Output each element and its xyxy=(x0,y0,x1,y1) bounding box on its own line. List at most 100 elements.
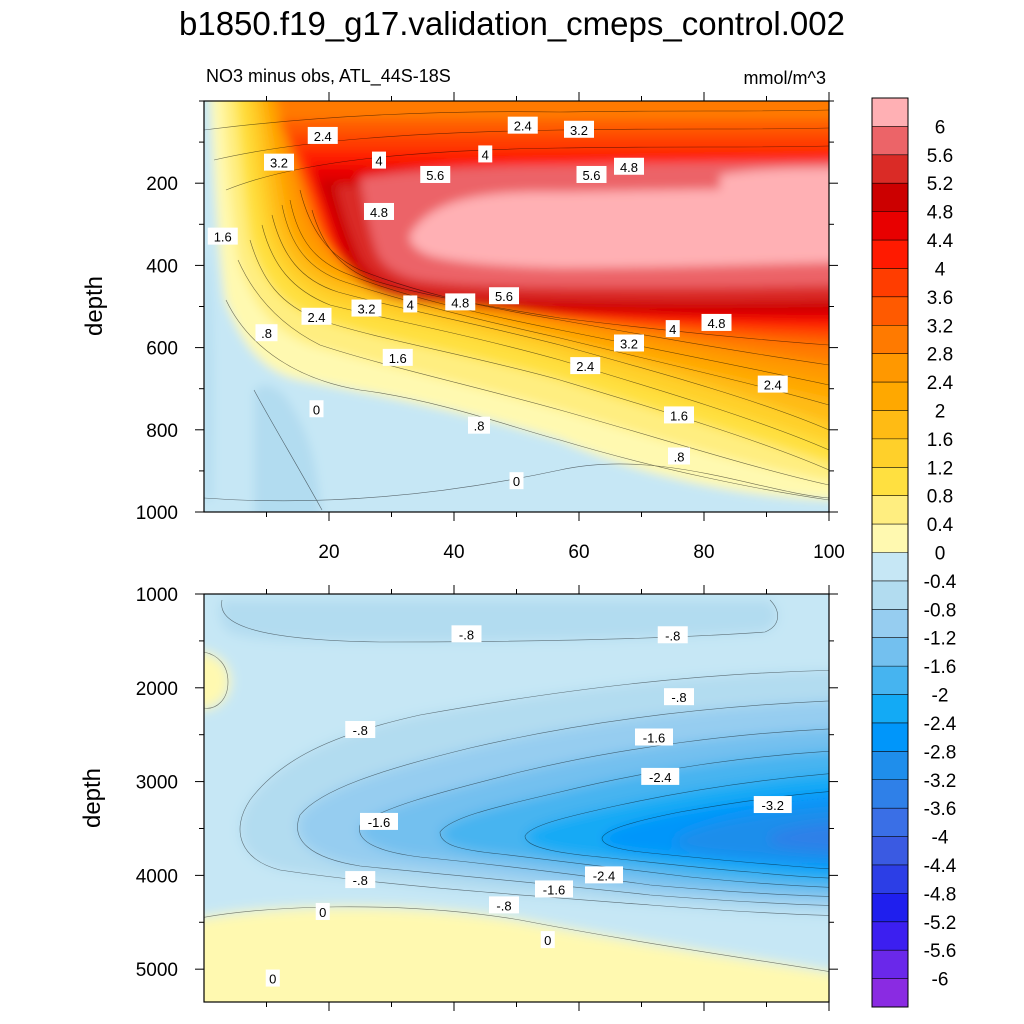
colorbar-swatch xyxy=(872,722,908,752)
upper-x-tick-label: 100 xyxy=(813,542,845,563)
contour-label: 0 xyxy=(265,969,280,987)
contour-label: -.8 xyxy=(489,896,519,914)
contour-label-text: -3.2 xyxy=(762,798,784,813)
contour-label: -1.6 xyxy=(535,880,573,898)
contour-label: 0 xyxy=(509,472,524,490)
contour-label-text: 2.4 xyxy=(764,378,782,393)
upper-x-tick-label: 40 xyxy=(443,542,464,563)
contour-label-text: 4 xyxy=(482,147,489,162)
contour-label-text: 0 xyxy=(513,474,520,489)
contour-label: -3.2 xyxy=(753,796,792,814)
contour-label-text: -.8 xyxy=(496,898,511,913)
colorbar-level-label: 2.8 xyxy=(927,345,953,366)
colorbar-level-label: 1.6 xyxy=(927,430,953,451)
colorbar-level-label: 5.6 xyxy=(927,146,953,167)
colorbar-swatch xyxy=(872,382,908,411)
colorbar-swatch xyxy=(872,240,908,269)
colorbar-level-label: 0 xyxy=(935,544,946,565)
contour-label: 2.4 xyxy=(507,116,538,134)
contour-label: 4 xyxy=(665,320,680,338)
contour-label: -2.4 xyxy=(641,767,680,785)
colorbar-swatch xyxy=(872,495,908,525)
contour-label: 3.2 xyxy=(264,153,294,171)
contour-label-text: -1.6 xyxy=(368,815,390,830)
contour-label: 4.8 xyxy=(614,157,644,175)
colorbar-level-label: 0.8 xyxy=(927,487,953,508)
contour-label: -.8 xyxy=(451,625,482,643)
contour-label-text: .8 xyxy=(261,326,272,341)
colorbar-level-label: -0.4 xyxy=(924,572,957,593)
contour-label: -.8 xyxy=(345,871,376,889)
contour-label-text: -2.4 xyxy=(649,770,671,785)
contour-label-text: 2.4 xyxy=(314,129,332,144)
colorbar-swatch xyxy=(872,751,908,781)
colorbar-swatch xyxy=(872,694,908,724)
contour-label-text: -1.6 xyxy=(543,882,565,897)
contour-label-text: 4 xyxy=(669,322,676,337)
contour-label-text: 0 xyxy=(319,905,326,920)
contour-label: .8 xyxy=(668,447,690,465)
contour-label: 1.6 xyxy=(664,406,694,424)
colorbar-swatch xyxy=(872,609,908,639)
contour-label-text: 0 xyxy=(269,972,276,987)
colorbar-level-label: -5.6 xyxy=(924,941,957,962)
contour-label-text: 5.6 xyxy=(426,168,444,183)
colorbar-level-label: -4.4 xyxy=(924,856,957,877)
colorbar-level-label: 3.2 xyxy=(927,316,953,337)
contour-label-text: 0 xyxy=(544,933,551,948)
colorbar-swatch xyxy=(872,524,908,553)
colorbar-level-label: 0.4 xyxy=(927,515,954,536)
contour-label-text: 2.4 xyxy=(576,359,594,374)
contour-label-text: 1.6 xyxy=(214,230,232,245)
colorbar-level-label: -4 xyxy=(932,828,949,849)
colorbar-level-label: -1.6 xyxy=(924,657,957,678)
lower-y-tick-label: 3000 xyxy=(136,773,178,794)
contour-label-text: 3.2 xyxy=(570,123,588,138)
contour-label: -2.4 xyxy=(585,866,623,884)
lower-y-axis-label: depth xyxy=(79,768,106,828)
contour-label: 4.8 xyxy=(701,313,732,331)
contour-label-text: 4 xyxy=(407,297,414,312)
colorbar-swatch xyxy=(872,467,908,496)
contour-label: 4 xyxy=(403,295,418,313)
colorbar-level-label: 5.2 xyxy=(927,174,953,195)
contour-label-text: -.8 xyxy=(665,628,680,643)
colorbar-level-label: -3.6 xyxy=(924,799,957,820)
lower-y-tick-label: 1000 xyxy=(136,585,178,606)
contour-label: -.8 xyxy=(664,688,694,706)
colorbar-swatch xyxy=(872,438,908,468)
colorbar-level-label: 6 xyxy=(935,117,946,138)
colorbar-swatch xyxy=(872,779,908,809)
colorbar-swatch xyxy=(872,893,908,923)
contour-label-text: -.8 xyxy=(459,627,474,642)
colorbar-level-label: 1.2 xyxy=(927,458,953,479)
contour-label: 1.6 xyxy=(382,348,413,366)
contour-label-text: 0 xyxy=(313,402,320,417)
contour-label: 3.2 xyxy=(614,334,644,352)
contour-label-text: -1.6 xyxy=(643,731,665,746)
contour-label: 5.6 xyxy=(576,165,607,183)
colorbar-level-label: -0.8 xyxy=(924,600,957,621)
colorbar-level-label: -2.4 xyxy=(924,714,957,735)
upper-y-tick-label: 400 xyxy=(146,256,178,277)
lower-y-tick-label: 4000 xyxy=(136,866,178,887)
colorbar-level-label: -5.2 xyxy=(924,913,957,934)
contour-label: 4.8 xyxy=(445,293,476,311)
contour-label-text: 4.8 xyxy=(451,295,469,310)
colorbar-swatch xyxy=(872,98,908,127)
contour-label: -.8 xyxy=(345,721,376,738)
upper-x-tick-label: 60 xyxy=(568,542,589,563)
contour-label-text: 5.6 xyxy=(495,289,513,304)
colorbar-swatch xyxy=(872,126,908,156)
contour-label: 4.8 xyxy=(364,202,394,220)
contour-label-text: 2.4 xyxy=(514,119,532,134)
colorbar-swatch xyxy=(872,950,908,979)
colorbar-frame xyxy=(871,97,909,1008)
colorbar-swatch xyxy=(872,666,908,695)
contour-label-text: 4.8 xyxy=(707,316,725,331)
contour-label-text: 3.2 xyxy=(270,156,288,171)
contour-label: -1.6 xyxy=(360,812,398,830)
contour-label: 1.6 xyxy=(207,227,238,245)
colorbar-swatch xyxy=(872,410,908,440)
